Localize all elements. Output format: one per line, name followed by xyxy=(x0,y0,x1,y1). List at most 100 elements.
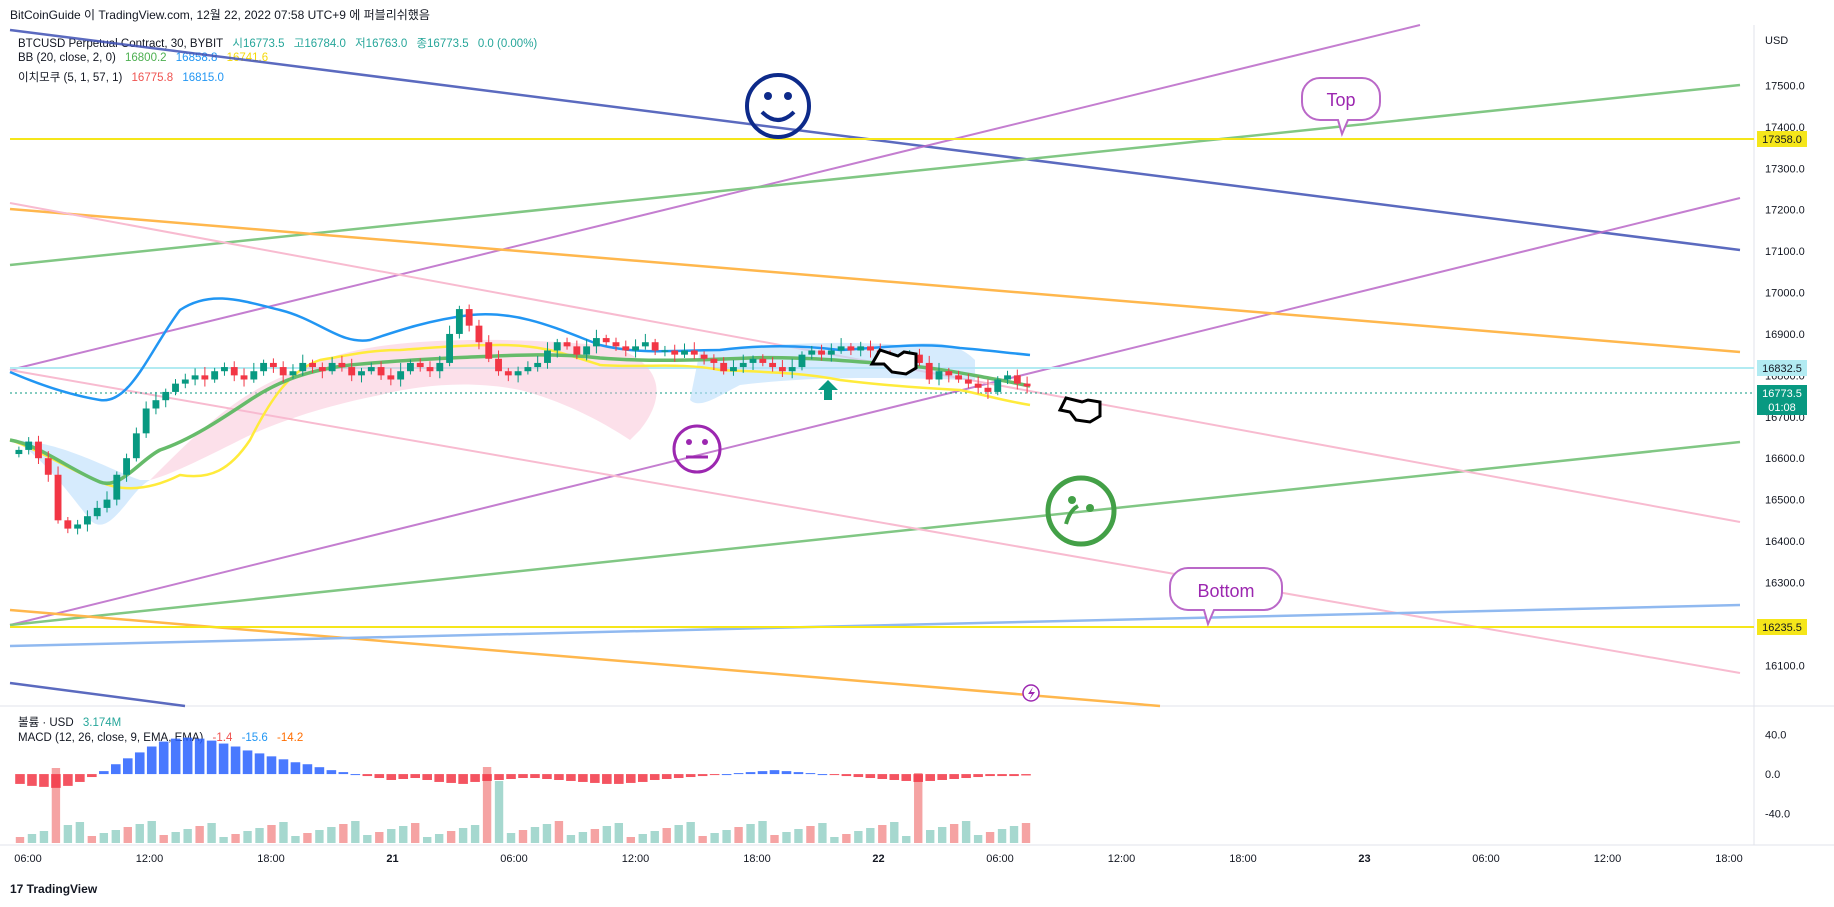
candle[interactable] xyxy=(573,346,581,355)
macd-histogram-bar[interactable] xyxy=(111,764,121,775)
candle[interactable] xyxy=(172,383,179,392)
candle[interactable] xyxy=(808,350,816,355)
macd-histogram-bar[interactable] xyxy=(122,758,133,775)
macd-histogram-bar[interactable] xyxy=(733,773,744,775)
volume-bar[interactable] xyxy=(530,827,540,843)
volume-bar[interactable] xyxy=(1009,826,1019,843)
candle[interactable] xyxy=(318,367,326,372)
candle[interactable] xyxy=(769,362,777,368)
macd-histogram-bar[interactable] xyxy=(230,746,241,775)
candle[interactable] xyxy=(710,358,718,363)
candle[interactable] xyxy=(818,350,825,355)
macd-histogram-bar[interactable] xyxy=(206,740,217,775)
trend-line-pink-lower[interactable] xyxy=(9,369,1741,674)
macd-histogram-bar[interactable] xyxy=(254,753,265,775)
macd-histogram-bar[interactable] xyxy=(637,774,648,782)
candle[interactable] xyxy=(279,367,287,376)
candle[interactable] xyxy=(201,375,209,380)
candle[interactable] xyxy=(269,362,277,368)
volume-bar[interactable] xyxy=(961,821,971,843)
macd-histogram-bar[interactable] xyxy=(590,774,600,783)
macd-histogram-bar[interactable] xyxy=(769,770,780,775)
macd-histogram-bar[interactable] xyxy=(15,774,25,784)
volume-bar[interactable] xyxy=(494,781,504,843)
macd-histogram-bar[interactable] xyxy=(602,774,612,784)
macd-histogram-bar[interactable] xyxy=(973,774,983,778)
candle[interactable] xyxy=(563,342,571,347)
macd-histogram-bar[interactable] xyxy=(530,774,540,779)
volume-bar[interactable] xyxy=(399,826,408,843)
volume-bar[interactable] xyxy=(111,830,120,843)
candle[interactable] xyxy=(475,325,483,343)
candle[interactable] xyxy=(632,346,639,351)
macd-histogram-bar[interactable] xyxy=(793,772,804,775)
macd-histogram-bar[interactable] xyxy=(554,774,564,780)
candle[interactable] xyxy=(514,371,522,376)
candle[interactable] xyxy=(181,379,189,384)
trend-line-orange-upper[interactable] xyxy=(9,207,1741,354)
macd-histogram-bar[interactable] xyxy=(182,737,193,775)
volume-bar[interactable] xyxy=(866,828,875,843)
candle[interactable] xyxy=(1013,375,1021,384)
macd-histogram-bar[interactable] xyxy=(362,774,373,777)
macd-histogram-bar[interactable] xyxy=(374,774,385,779)
macd-histogram-bar[interactable] xyxy=(146,746,157,775)
candle[interactable] xyxy=(387,375,395,380)
candle[interactable] xyxy=(583,346,591,355)
volume-bar[interactable] xyxy=(758,821,767,843)
macd-histogram-bar[interactable] xyxy=(194,738,205,775)
candle[interactable] xyxy=(1023,383,1031,387)
macd-histogram-bar[interactable] xyxy=(925,774,935,781)
macd-histogram-bar[interactable] xyxy=(51,774,61,788)
candle[interactable] xyxy=(240,375,248,380)
candle[interactable] xyxy=(681,350,688,355)
price-tag-bottom[interactable]: 16235.5 xyxy=(1757,619,1807,635)
candle[interactable] xyxy=(671,350,679,355)
candle[interactable] xyxy=(221,367,228,372)
volume-bar[interactable] xyxy=(291,836,300,843)
volume-bar[interactable] xyxy=(842,834,851,843)
candle[interactable] xyxy=(612,342,620,347)
macd-histogram-bar[interactable] xyxy=(434,774,444,782)
volume-bar[interactable] xyxy=(470,825,480,843)
macd-histogram-bar[interactable] xyxy=(865,774,876,779)
volume-bar[interactable] xyxy=(39,831,49,843)
price-tag-mid[interactable]: 16832.5 xyxy=(1757,360,1807,376)
candle[interactable] xyxy=(935,371,943,380)
candle[interactable] xyxy=(64,520,72,529)
trend-line-green-upper[interactable] xyxy=(9,83,1741,267)
volume-bar[interactable] xyxy=(590,829,600,843)
macd-histogram-bar[interactable] xyxy=(997,774,1007,777)
macd-histogram-bar[interactable] xyxy=(913,774,924,782)
time-axis[interactable]: 06:00 12:00 18:00 21 06:00 12:00 18:00 22 06:00 1… xyxy=(14,853,1743,865)
macd-histogram-bar[interactable] xyxy=(649,774,660,780)
candle[interactable] xyxy=(661,350,669,352)
macd-histogram-bar[interactable] xyxy=(242,750,253,775)
candle[interactable] xyxy=(592,338,600,347)
volume-bar[interactable] xyxy=(746,824,755,843)
macd-histogram-bar[interactable] xyxy=(1021,774,1031,776)
candle[interactable] xyxy=(974,383,982,388)
macd-histogram-bar[interactable] xyxy=(853,774,864,778)
volume-bar[interactable] xyxy=(710,833,719,843)
volume-bar[interactable] xyxy=(626,837,635,843)
macd-histogram-bar[interactable] xyxy=(218,743,229,775)
volume-bar[interactable] xyxy=(902,836,911,843)
candle[interactable] xyxy=(93,507,101,517)
volume-bar[interactable] xyxy=(51,768,61,843)
macd-histogram-bar[interactable] xyxy=(470,774,480,782)
candle[interactable] xyxy=(759,358,767,363)
macd-histogram-bar[interactable] xyxy=(326,770,337,775)
candle[interactable] xyxy=(925,362,933,380)
volume-bar[interactable] xyxy=(614,823,624,843)
volume-bar[interactable] xyxy=(195,826,204,843)
volume-bar[interactable] xyxy=(363,835,372,843)
volume-bar[interactable] xyxy=(27,834,37,843)
candle[interactable] xyxy=(778,367,786,372)
ichimoku-legend[interactable]: 이치모쿠 (5, 1, 57, 1) 16775.8 16815.0 xyxy=(18,69,230,85)
macd-histogram-bar[interactable] xyxy=(410,774,421,779)
volume-bar[interactable] xyxy=(997,829,1007,843)
volume-bar[interactable] xyxy=(159,835,168,843)
macd-histogram-bar[interactable] xyxy=(661,774,672,779)
price-tag-top[interactable]: 17358.0 xyxy=(1757,131,1807,147)
